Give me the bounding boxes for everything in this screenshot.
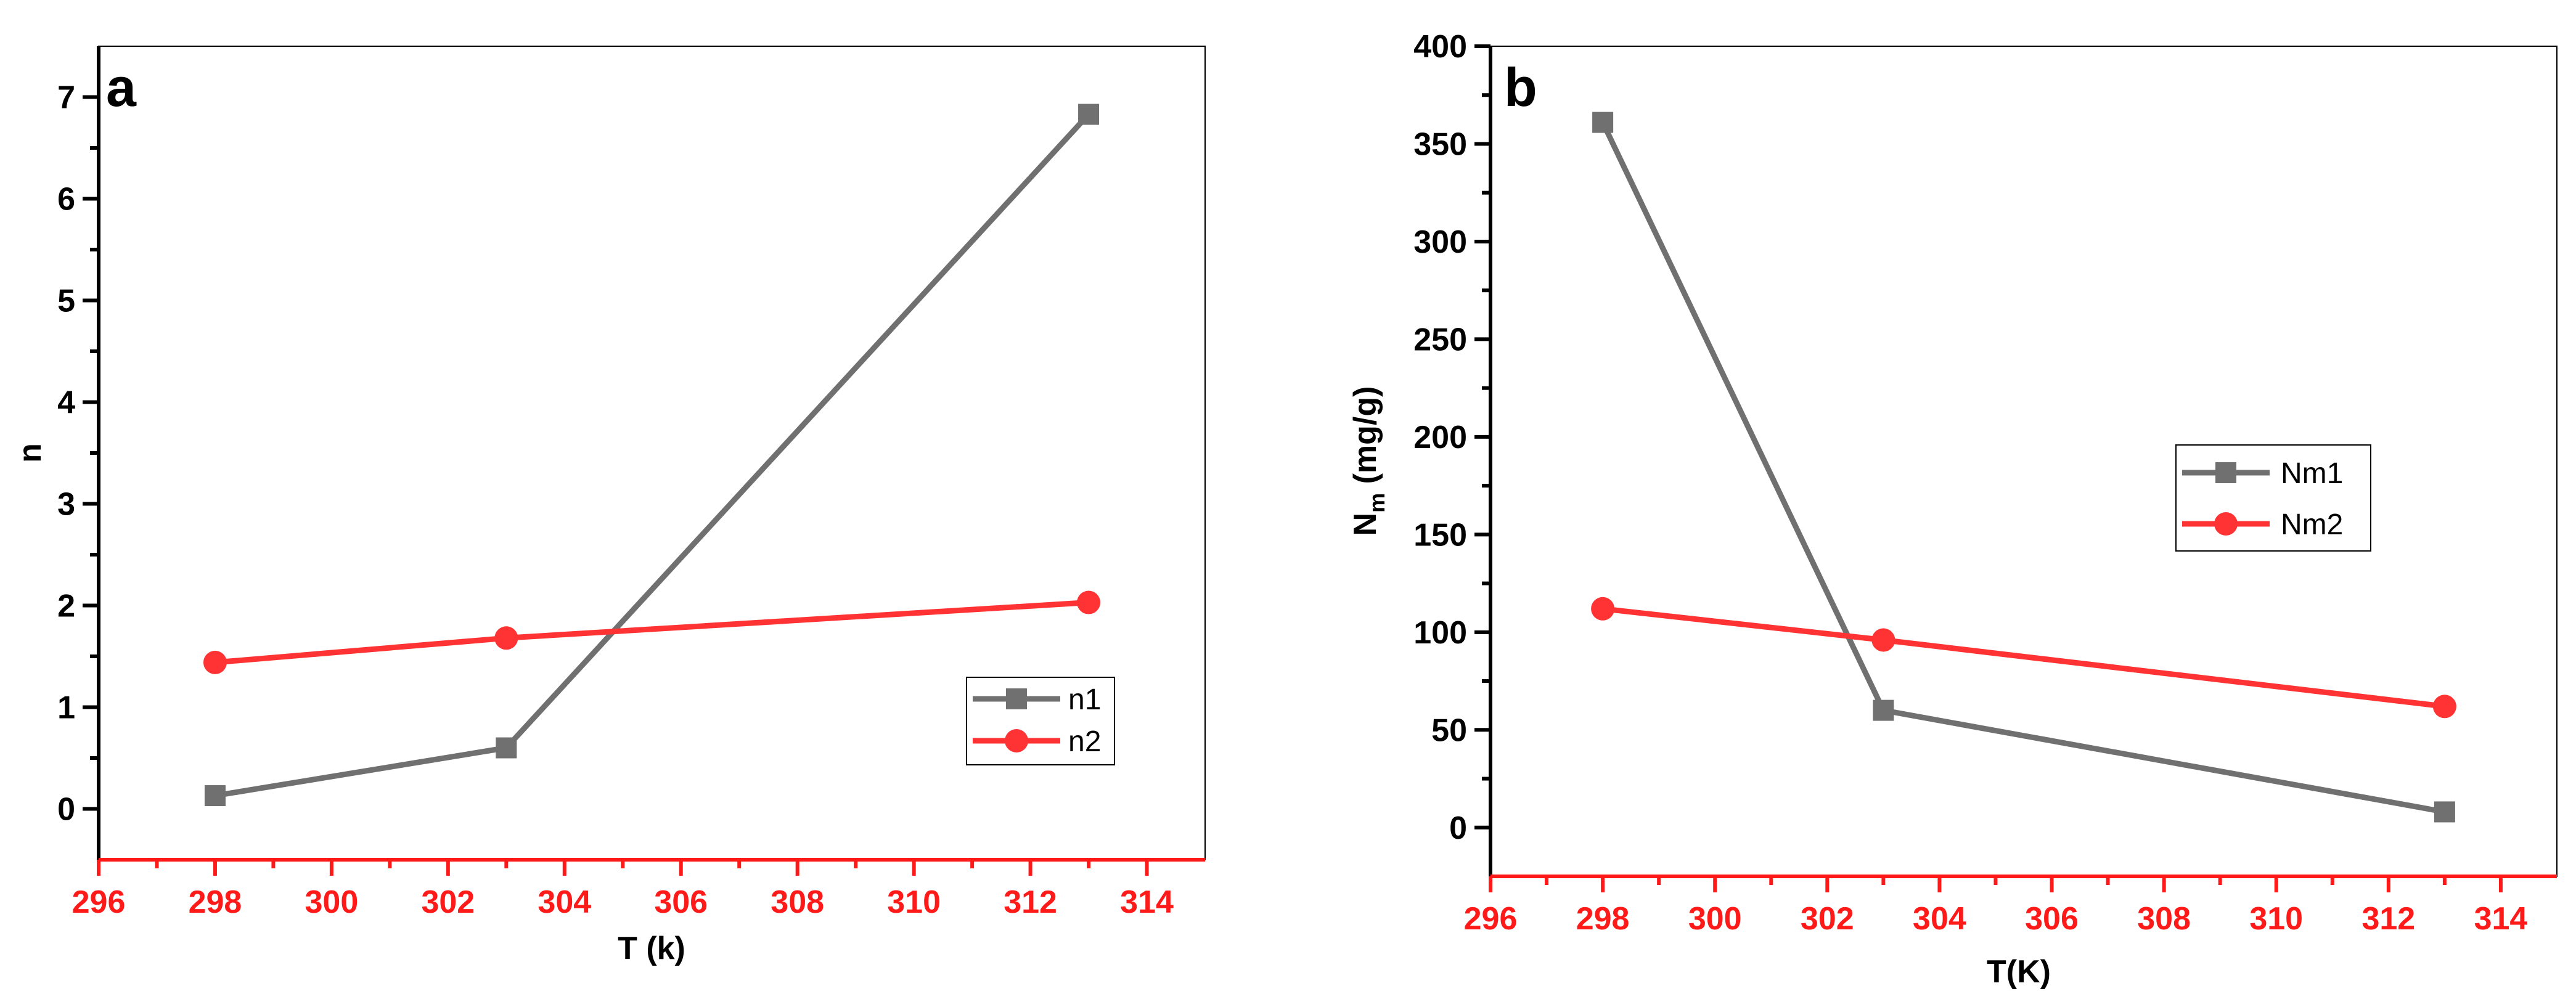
x-tick-label: 300 [305,884,359,920]
data-point-n1 [1078,104,1100,125]
legend-nm1-marker [2215,462,2236,483]
x-tick-label: 302 [1801,901,1854,937]
data-point-n1 [204,785,226,807]
y-tick-label: 150 [1413,517,1467,553]
panel-b-y-title-sub: m [1364,493,1389,513]
y-tick-label: 0 [1449,810,1467,846]
y-tick-label: 1 [57,690,75,726]
x-tick-label: 310 [2249,901,2303,937]
data-point-nm1 [1592,112,1614,133]
x-tick-label: 308 [771,884,824,920]
panel-b-ticks: 296 298 300 302 304 306 308 310 312 314 0 50 100 150 2… [1413,29,2527,937]
y-tick-label: 300 [1413,224,1467,260]
data-point-n2 [203,650,227,674]
data-point-n2 [1077,590,1101,614]
x-tick-label: 298 [1576,901,1630,937]
y-tick-label: 50 [1431,712,1467,748]
legend-nm2-marker [2214,512,2238,536]
panel-b-legend-box [2175,444,2371,552]
data-point-n2 [494,626,518,650]
panel-b-series [1591,112,2456,823]
legend-n2-label: n2 [1068,725,1101,758]
legend-n1-label: n1 [1068,683,1101,716]
panel-b-y-title-main: N [1347,513,1383,536]
panel-a-legend: n1 n2 [966,677,1115,765]
x-tick-label: 300 [1688,901,1742,937]
series-line-nm2 [1602,606,2445,709]
panel-a-ticks: 296 298 300 302 304 306 308 310 312 314 0 1 2 3 4 5 6 7 [57,80,1174,921]
legend-n1-marker [1006,688,1027,709]
panel-a-x-axis-title: T (k) [618,931,685,966]
x-tick-label: 304 [1913,901,1966,937]
panel-a-label: a [106,57,137,118]
y-tick-label: 5 [57,283,75,319]
panel-b-y-axis-title: Nm (mg/g) [1347,386,1389,536]
legend-nm2-label: Nm2 [2281,508,2343,541]
x-tick-label: 306 [654,884,708,920]
panel-b-x-axis-title: T(K) [1987,954,2051,990]
panel-b-frame [1490,46,2558,877]
panel-b: b T(K) Nm (mg/g) 296 298 300 302 304 306 308 31… [1347,29,2558,990]
data-point-nm2 [2432,695,2456,719]
y-tick-label: 200 [1413,420,1467,455]
data-point-n1 [496,737,517,759]
panel-b-legend: Nm1 Nm2 [2175,444,2371,552]
panel-a-y-axis-title: n [12,443,48,463]
x-tick-label: 302 [421,884,475,920]
x-tick-label: 296 [1464,901,1518,937]
y-tick-label: 7 [57,80,75,116]
y-tick-label: 400 [1413,29,1467,65]
series-line-n1 [215,112,1091,799]
x-tick-label: 308 [2137,901,2191,937]
panel-a-series [203,104,1101,807]
x-tick-label: 314 [1120,884,1174,920]
y-tick-label: 250 [1413,322,1467,357]
y-tick-label: 3 [57,487,75,523]
x-tick-label: 312 [2361,901,2415,937]
panel-b-label: b [1504,57,1537,118]
legend-n2-marker [1005,729,1028,752]
legend-nm1-label: Nm1 [2281,457,2343,490]
x-tick-label: 310 [887,884,941,920]
data-point-nm1 [1873,699,1894,721]
x-tick-label: 314 [2474,901,2528,937]
panel-a: a T (k) n 296 298 300 302 304 306 308 310 312 314… [12,46,1206,966]
x-tick-label: 304 [538,884,591,920]
y-tick-label: 0 [57,792,75,828]
y-tick-label: 6 [57,182,75,218]
y-tick-label: 350 [1413,126,1467,162]
panel-a-legend-box [966,677,1115,765]
x-tick-label: 298 [189,884,242,920]
x-tick-label: 306 [2025,901,2079,937]
x-tick-label: 296 [72,884,126,920]
panel-b-y-title-rest: (mg/g) [1347,386,1383,493]
data-point-nm2 [1591,597,1615,621]
x-tick-label: 312 [1004,884,1057,920]
y-tick-label: 4 [57,385,75,421]
data-point-nm1 [2434,801,2455,823]
y-tick-label: 100 [1413,615,1467,651]
y-tick-label: 2 [57,589,75,624]
series-line-n2 [215,600,1089,666]
data-point-nm2 [1871,628,1895,652]
